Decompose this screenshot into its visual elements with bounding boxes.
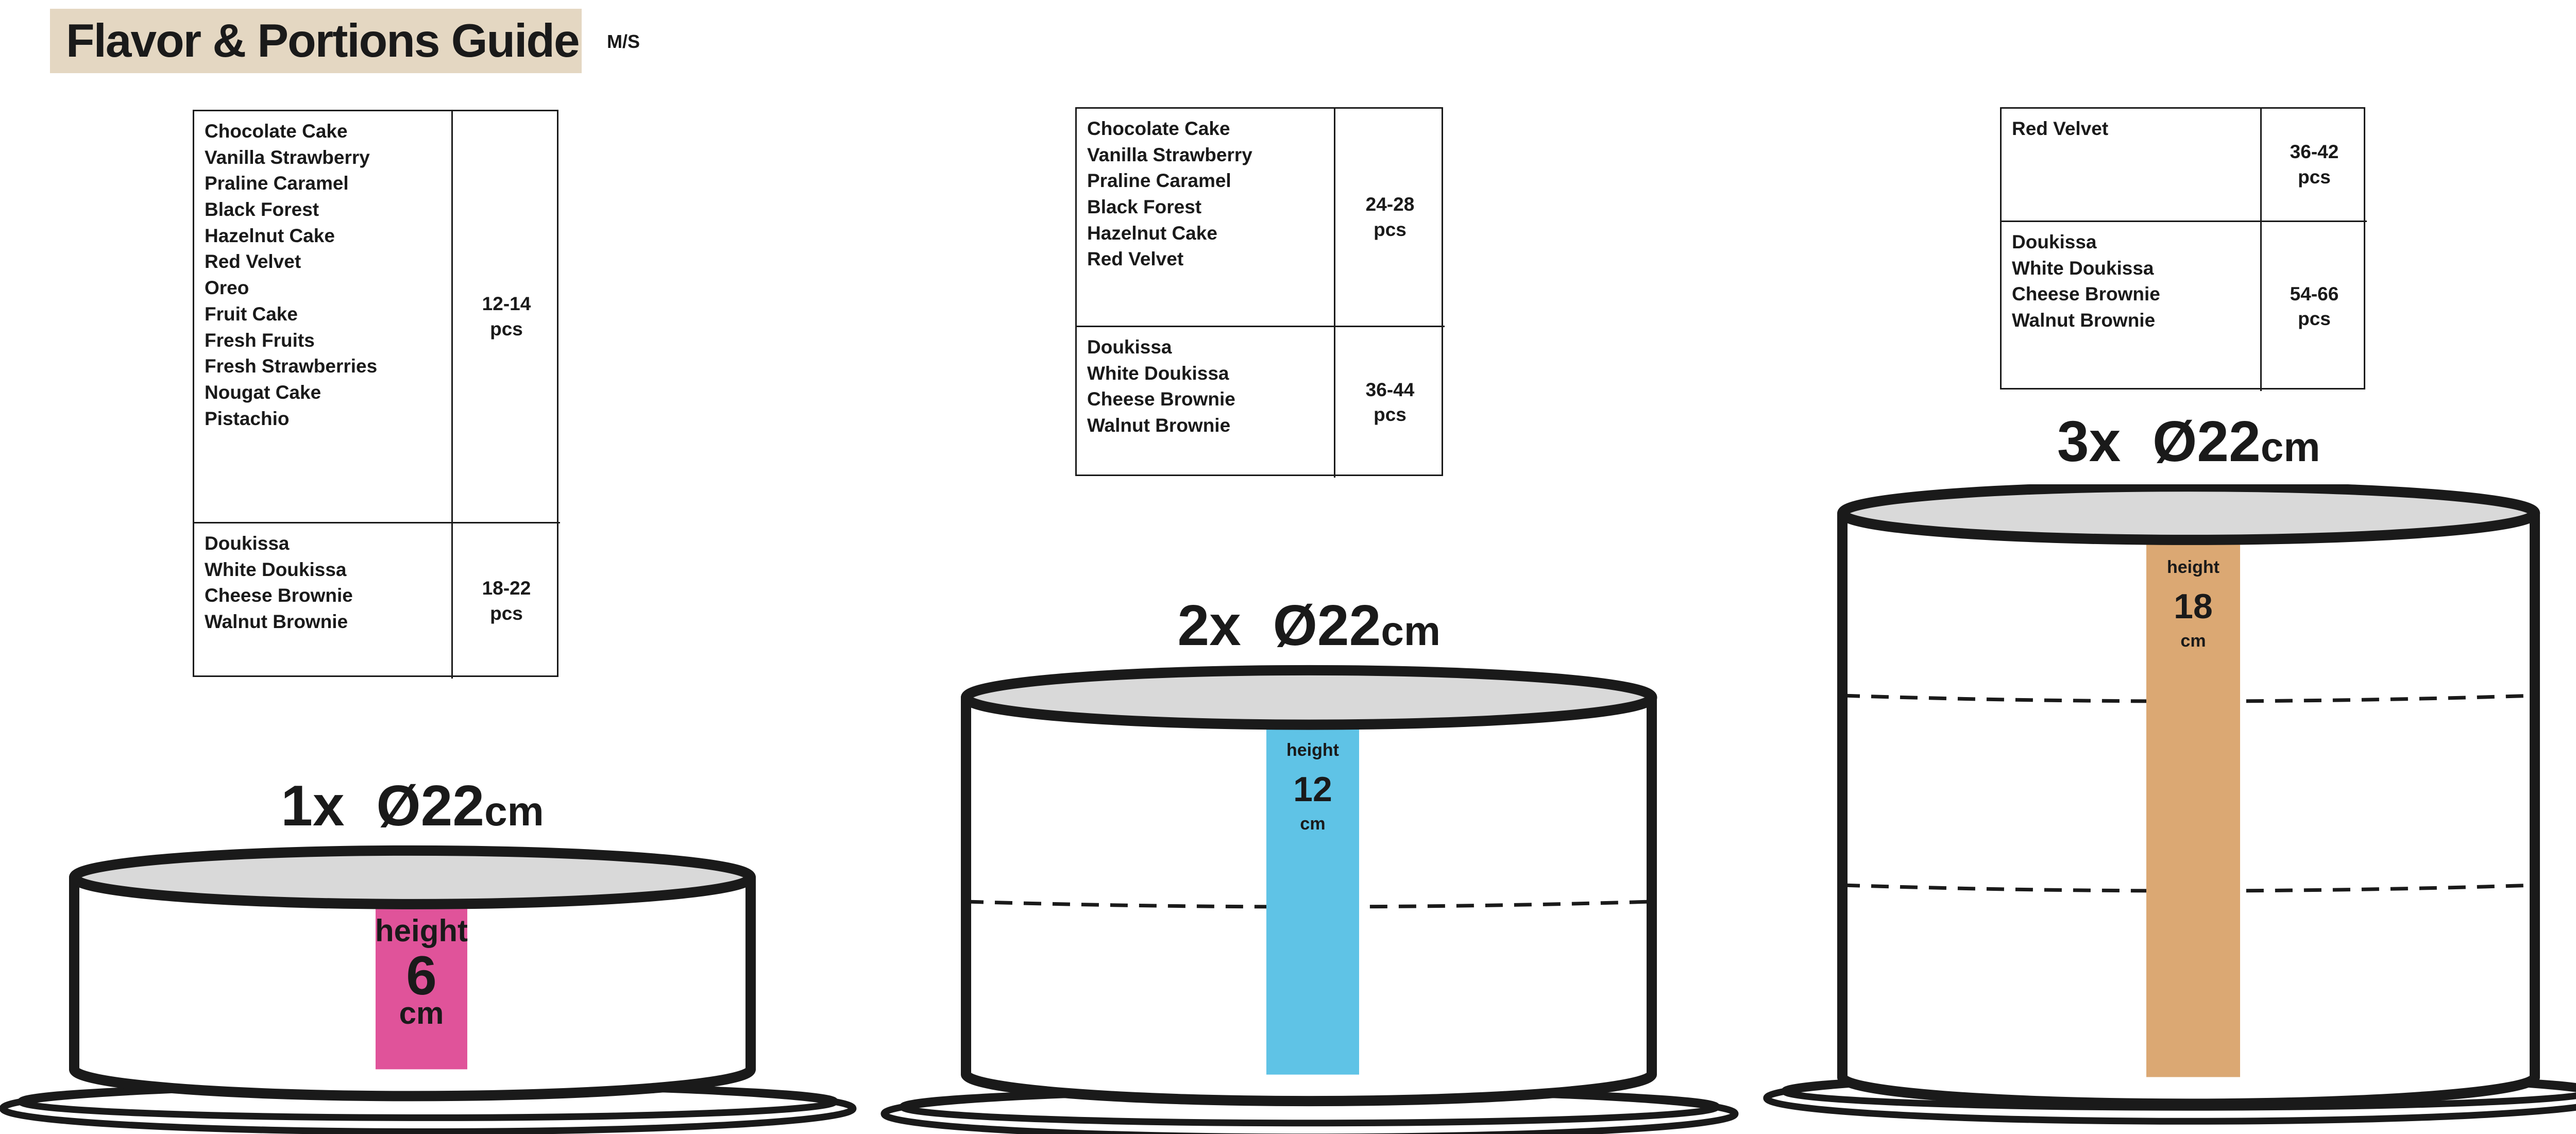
svg-text:height: height bbox=[375, 913, 468, 948]
svg-text:18: 18 bbox=[2174, 587, 2213, 626]
svg-text:cm: cm bbox=[1300, 814, 1325, 834]
svg-text:height: height bbox=[1286, 740, 1339, 760]
svg-text:height: height bbox=[2167, 557, 2219, 577]
svg-text:12: 12 bbox=[1293, 770, 1332, 809]
svg-text:cm: cm bbox=[2180, 631, 2206, 651]
svg-text:cm: cm bbox=[399, 996, 444, 1030]
